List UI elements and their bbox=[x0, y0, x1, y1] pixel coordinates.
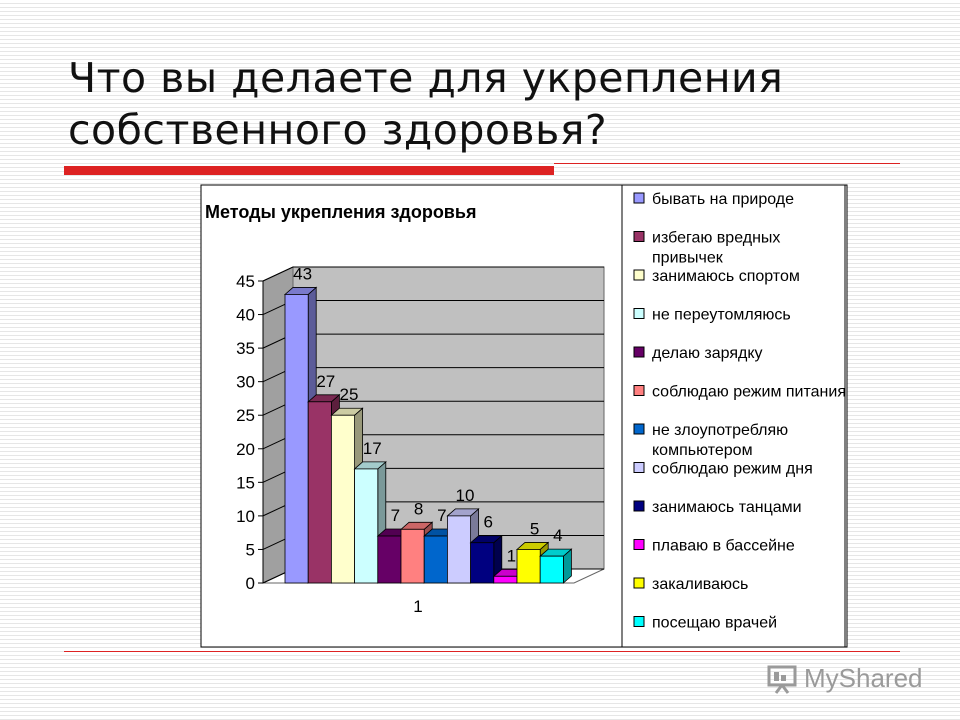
bar-front bbox=[307, 401, 332, 584]
legend-entry: делаю зарядку bbox=[633, 345, 763, 362]
legend-label: избегаю вредных привычек bbox=[652, 230, 780, 267]
legend-entry: бывать на природе bbox=[633, 191, 794, 208]
legend-label: не переутомляюсь bbox=[652, 307, 791, 324]
bar bbox=[469, 534, 503, 584]
legend-label: закаливаюсь bbox=[652, 576, 748, 593]
data-label: 5 bbox=[530, 519, 539, 538]
bar-front bbox=[539, 555, 564, 584]
data-label: 7 bbox=[391, 506, 400, 525]
bottom-divider bbox=[64, 651, 900, 652]
legend-entry: соблюдаю режим питания bbox=[633, 384, 846, 401]
data-label: 7 bbox=[437, 506, 446, 525]
data-label: 4 bbox=[553, 526, 562, 545]
legend-entry: не переутомляюсь bbox=[633, 307, 791, 324]
legend-swatch bbox=[633, 462, 645, 473]
legend-swatch bbox=[633, 192, 645, 204]
legend-label: соблюдаю режим дня bbox=[652, 461, 813, 478]
y-tick-label: 40 bbox=[236, 306, 255, 325]
legend-entry: плаваю в бассейне bbox=[633, 538, 795, 555]
bar-front bbox=[400, 528, 425, 584]
y-tick-label: 5 bbox=[246, 540, 255, 559]
slide-title: Что вы делаете для укрепления собственно… bbox=[68, 52, 928, 156]
legend-label: занимаюсь танцами bbox=[652, 499, 802, 516]
title-underline-thin bbox=[554, 163, 900, 164]
legend-swatch bbox=[633, 577, 645, 589]
legend-label: бывать на природе bbox=[652, 191, 794, 208]
legend-label: занимаюсь спортом bbox=[652, 268, 800, 285]
chart-title: Методы укрепления здоровья bbox=[205, 202, 476, 222]
title-underline-accent bbox=[64, 166, 554, 175]
data-label: 1 bbox=[507, 546, 516, 565]
bar-front bbox=[516, 549, 541, 584]
slide-title-line-1: Что вы делаете для укрепления bbox=[68, 54, 784, 102]
legend-label: плаваю в бассейне bbox=[652, 538, 795, 555]
legend-entry: соблюдаю режим дня bbox=[633, 461, 813, 478]
data-label: 10 bbox=[456, 486, 475, 505]
y-tick-label: 0 bbox=[246, 574, 255, 593]
legend-label: делаю зарядку bbox=[652, 345, 763, 362]
legend-swatch bbox=[633, 423, 645, 435]
legend-swatch bbox=[633, 616, 645, 627]
slide-title-line-2: собственного здоровья? bbox=[68, 106, 608, 154]
watermark-logo: MyShared bbox=[766, 658, 923, 698]
data-label: 25 bbox=[340, 385, 359, 404]
bar-front bbox=[354, 468, 379, 584]
y-tick-label: 20 bbox=[236, 440, 255, 459]
legend-swatch bbox=[633, 308, 645, 319]
legend-entry: избегаю вредных привычек bbox=[633, 230, 780, 267]
data-label: 17 bbox=[363, 439, 382, 458]
bar-front bbox=[423, 535, 448, 584]
legend-swatch bbox=[633, 385, 645, 396]
legend-entry: занимаюсь танцами bbox=[633, 499, 802, 516]
presentation-icon bbox=[767, 665, 797, 694]
watermark-text: MyShared bbox=[804, 662, 923, 693]
legend-entry: не злоупотребляю компьютером bbox=[633, 422, 788, 459]
grid-line-side bbox=[262, 266, 294, 282]
legend-label: соблюдаю режим питания bbox=[652, 384, 846, 401]
data-label: 43 bbox=[293, 264, 312, 283]
y-tick-label: 30 bbox=[236, 373, 255, 392]
legend-entry: закаливаюсь bbox=[633, 576, 748, 593]
x-tick-label: 1 bbox=[413, 597, 422, 616]
bar-front bbox=[330, 414, 355, 584]
legend-entry: посещаю врачей bbox=[633, 615, 777, 632]
legend-swatch bbox=[633, 500, 645, 512]
data-label: 27 bbox=[316, 372, 335, 391]
bar-front bbox=[470, 542, 495, 584]
legend-swatch bbox=[633, 269, 645, 281]
y-tick-label: 25 bbox=[236, 406, 255, 425]
y-tick-label: 15 bbox=[236, 473, 255, 492]
data-label: 6 bbox=[483, 513, 492, 532]
bar-front bbox=[284, 294, 309, 584]
bar-front bbox=[446, 515, 471, 584]
legend-swatch bbox=[633, 231, 645, 242]
bar-front bbox=[377, 535, 402, 584]
bar-front bbox=[493, 575, 518, 584]
data-label: 8 bbox=[414, 499, 423, 518]
y-tick-label: 45 bbox=[236, 272, 255, 291]
y-tick-label: 10 bbox=[236, 507, 255, 526]
y-tick-label: 35 bbox=[236, 339, 255, 358]
legend-label: посещаю врачей bbox=[652, 615, 777, 632]
legend-swatch bbox=[633, 539, 645, 550]
legend-entry: занимаюсь спортом bbox=[633, 268, 800, 285]
legend-label: не злоупотребляю компьютером bbox=[652, 422, 788, 459]
legend-swatch bbox=[633, 346, 645, 358]
bar bbox=[539, 548, 573, 584]
